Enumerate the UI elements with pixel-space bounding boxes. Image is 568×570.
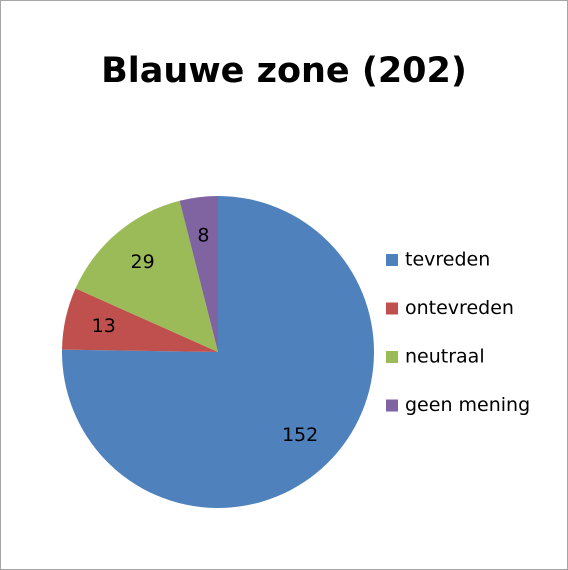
pie-slice bbox=[75, 200, 219, 352]
legend-swatch bbox=[386, 399, 398, 412]
data-label: 152 bbox=[282, 424, 318, 446]
pie-slice bbox=[179, 196, 218, 352]
data-label: 8 bbox=[197, 224, 209, 246]
legend-swatch bbox=[386, 254, 398, 266]
legend-label: tevreden bbox=[405, 249, 490, 271]
chart-title: Blauwe zone (202) bbox=[101, 51, 467, 91]
pie-slice bbox=[62, 196, 375, 508]
legend-label: neutraal bbox=[405, 346, 485, 368]
legend-swatch bbox=[386, 351, 398, 363]
data-label: 13 bbox=[92, 315, 116, 337]
pie-slice bbox=[62, 288, 219, 352]
legend-label: ontevreden bbox=[405, 297, 514, 319]
data-label: 29 bbox=[131, 251, 155, 273]
legend-label: geen mening bbox=[405, 394, 530, 416]
legend-swatch bbox=[386, 302, 398, 315]
